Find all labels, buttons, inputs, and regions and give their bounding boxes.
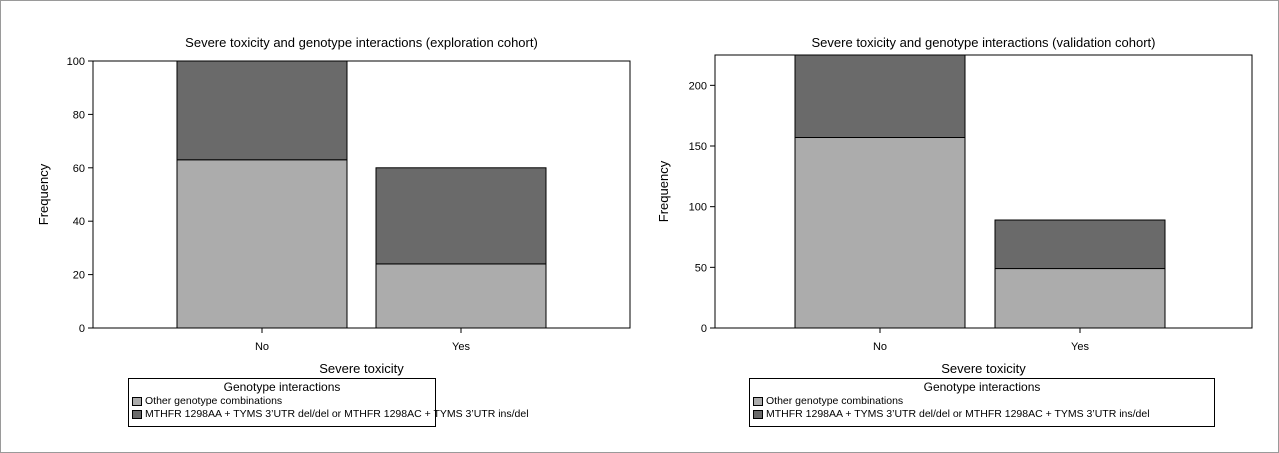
y-tick-label: 0 bbox=[79, 323, 85, 335]
bar-segment-other-no bbox=[176, 159, 348, 329]
legend-label-interaction: MTHFR 1298AA + TYMS 3’UTR del/del or MTH… bbox=[145, 408, 529, 420]
x-tick-label-yes: Yes bbox=[452, 341, 470, 353]
x-tick-label-no: No bbox=[255, 341, 269, 353]
y-tick-label: 0 bbox=[701, 323, 707, 335]
legend-item-other: Other genotype combinations bbox=[750, 395, 1214, 408]
y-axis-label: Frequency bbox=[656, 160, 671, 222]
y-tick-label: 60 bbox=[73, 163, 85, 175]
legend-item-other: Other genotype combinations bbox=[129, 395, 435, 408]
legend-label-other: Other genotype combinations bbox=[766, 395, 904, 407]
legend-swatch-interaction bbox=[132, 410, 142, 419]
y-tick-label: 200 bbox=[689, 80, 707, 92]
x-tick-label-yes: Yes bbox=[1071, 341, 1089, 353]
bar-segment-interaction-no bbox=[794, 54, 966, 139]
y-tick-label: 100 bbox=[689, 202, 707, 214]
x-axis-label: Severe toxicity bbox=[319, 361, 404, 376]
chart-title: Severe toxicity and genotype interaction… bbox=[812, 35, 1156, 50]
bar-segment-other-yes bbox=[375, 263, 547, 329]
bar-segment-other-no bbox=[794, 137, 966, 329]
legend-label-interaction: MTHFR 1298AA + TYMS 3’UTR del/del or MTH… bbox=[766, 408, 1150, 420]
y-tick-label: 100 bbox=[67, 56, 85, 68]
bar-segment-interaction-no bbox=[176, 60, 348, 161]
y-tick-label: 20 bbox=[73, 270, 85, 282]
legend-title: Genotype interactions bbox=[223, 380, 341, 394]
y-axis-label: Frequency bbox=[36, 163, 51, 225]
plot-frame bbox=[714, 54, 1253, 329]
plot-frame bbox=[92, 60, 631, 329]
legend-swatch-other bbox=[132, 397, 142, 406]
legend-exploration: Genotype interactions Other genotype com… bbox=[128, 378, 529, 427]
legend-item-interaction: MTHFR 1298AA + TYMS 3’UTR del/del or MTH… bbox=[129, 408, 529, 421]
legend-label-other: Other genotype combinations bbox=[145, 395, 283, 407]
legend-title: Genotype interactions bbox=[923, 380, 1041, 394]
legend-swatch-other bbox=[753, 397, 763, 406]
y-tick-label: 80 bbox=[73, 109, 85, 121]
legend-swatch-interaction bbox=[753, 410, 763, 419]
chart-title: Severe toxicity and genotype interaction… bbox=[185, 35, 538, 50]
x-tick-label-no: No bbox=[873, 341, 887, 353]
legend-validation: Genotype interactions Other genotype com… bbox=[749, 378, 1215, 427]
bar-segment-interaction-yes bbox=[375, 167, 547, 265]
bar-segment-interaction-yes bbox=[994, 219, 1166, 270]
y-tick-label: 50 bbox=[695, 262, 707, 274]
legend-item-interaction: MTHFR 1298AA + TYMS 3’UTR del/del or MTH… bbox=[750, 408, 1214, 421]
y-tick-label: 150 bbox=[689, 141, 707, 153]
x-axis-label: Severe toxicity bbox=[941, 361, 1026, 376]
y-tick-label: 40 bbox=[73, 216, 85, 228]
bar-segment-other-yes bbox=[994, 268, 1166, 329]
